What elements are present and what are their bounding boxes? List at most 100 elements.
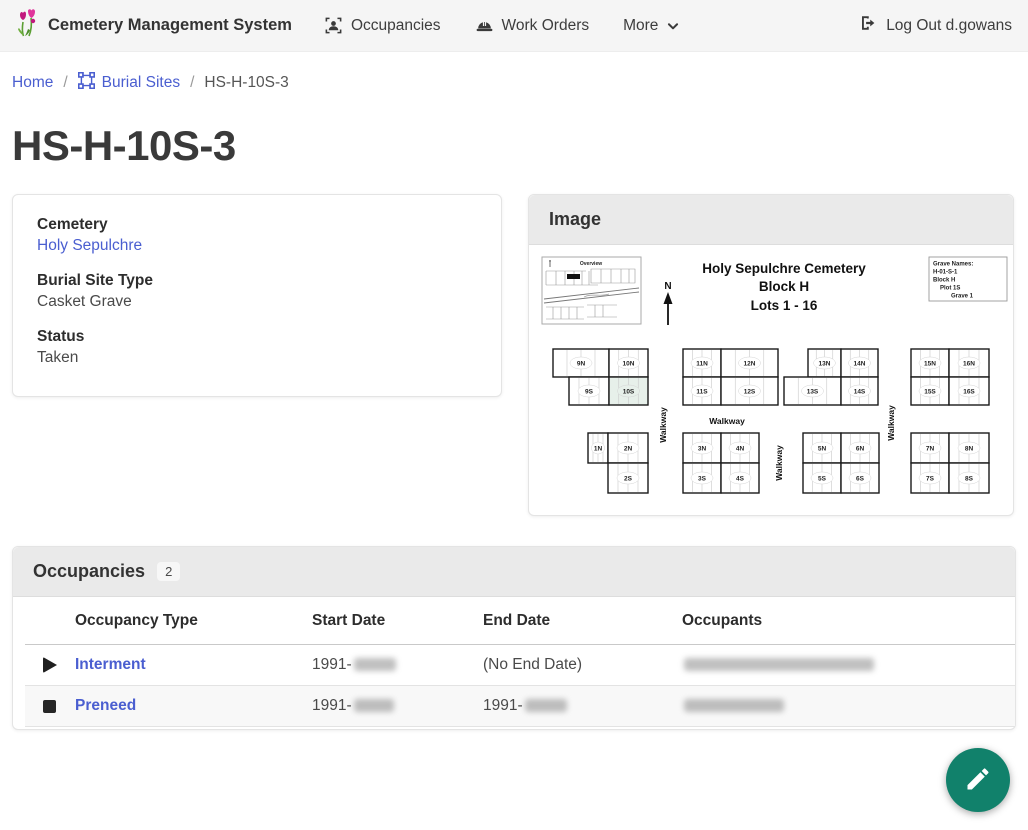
top-navbar: Cemetery Management System Occupancies W…	[0, 0, 1028, 52]
cemetery-map-svg: Overview N	[541, 256, 1008, 494]
occupancy-type-link[interactable]: Preneed	[75, 697, 137, 714]
image-card-title: Image	[549, 209, 602, 229]
walkway-label-right: Walkway	[886, 405, 896, 441]
map-title-line-3: Lots 1 - 16	[751, 298, 818, 313]
map-lot-9N: 9N	[552, 348, 610, 378]
map-lot-15N: 15N	[910, 348, 950, 378]
overview-label: Overview	[580, 261, 602, 267]
map-lot-8S: 8S	[948, 462, 990, 494]
map-title: Holy Sepulchre Cemetery Block H Lots 1 -…	[702, 261, 866, 313]
north-label: N	[664, 281, 671, 292]
svg-text:12S: 12S	[744, 388, 756, 395]
svg-text:2S: 2S	[624, 475, 633, 482]
svg-text:7S: 7S	[926, 475, 935, 482]
map-title-line-2: Block H	[759, 279, 809, 294]
map-lot-6S: 6S	[840, 462, 880, 494]
occupancies-header: Occupancies 2	[13, 547, 1015, 597]
svg-text:11S: 11S	[696, 388, 708, 395]
svg-text:14S: 14S	[854, 388, 866, 395]
nav-item-occupancies[interactable]: Occupancies	[324, 16, 441, 35]
map-lot-3N: 3N	[682, 432, 722, 464]
walkway-label-horizontal: Walkway	[709, 416, 745, 426]
legend-line-5: Grave 1	[951, 294, 974, 300]
vector-square-icon	[77, 71, 95, 94]
edit-button[interactable]	[946, 748, 1010, 812]
map-lot-14N: 14N	[840, 348, 879, 378]
svg-text:9S: 9S	[585, 388, 594, 395]
map-lot-6N: 6N	[840, 432, 880, 464]
nav-label-more: More	[623, 16, 659, 34]
table-row-interment[interactable]: Interment 1991- (No End Date)	[25, 645, 1015, 686]
cards-row: Cemetery Holy Sepulchre Burial Site Type…	[12, 194, 1016, 516]
svg-text:16N: 16N	[963, 360, 975, 367]
svg-text:9N: 9N	[577, 360, 586, 367]
map-title-line-1: Holy Sepulchre Cemetery	[702, 261, 866, 276]
burial-site-details-card: Cemetery Holy Sepulchre Burial Site Type…	[12, 194, 502, 397]
breadcrumb-separator: /	[63, 74, 68, 91]
map-lot-14S: 14S	[840, 376, 879, 406]
map-lot-7N: 7N	[910, 432, 950, 464]
start-date-cell: 1991-	[312, 697, 483, 715]
svg-text:12N: 12N	[744, 360, 756, 367]
svg-text:10S: 10S	[623, 388, 635, 395]
redacted-text	[684, 658, 874, 672]
walkway-labels: Walkway Walkway Walkway Walkway	[658, 405, 896, 481]
map-lot-15S: 15S	[910, 376, 950, 406]
map-lot-4S: 4S	[720, 462, 760, 494]
breadcrumb-burial-sites[interactable]: Burial Sites	[77, 71, 181, 94]
end-date-cell: 1991-	[483, 697, 682, 715]
cemetery-map-image[interactable]: Overview N	[529, 245, 1013, 515]
map-lot-2N: 2N	[607, 432, 649, 464]
image-card: Image Overview	[528, 194, 1014, 516]
svg-text:5N: 5N	[818, 445, 827, 452]
walkway-label-mid: Walkway	[774, 445, 784, 481]
svg-text:14N: 14N	[854, 360, 866, 367]
occupancies-title: Occupancies	[33, 561, 146, 581]
svg-text:10N: 10N	[623, 360, 635, 367]
nav-item-more[interactable]: More	[623, 17, 680, 35]
grave-names-legend: Grave Names: H-01-S-1 Block H Plot 1S Gr…	[928, 256, 1008, 302]
map-lot-1N: 1N	[587, 432, 609, 464]
image-card-header: Image	[529, 195, 1013, 245]
nav-item-work-orders[interactable]: Work Orders	[475, 17, 589, 35]
redacted-text	[684, 699, 784, 713]
table-header-row: Occupancy Type Start Date End Date Occup…	[25, 597, 1015, 645]
person-frame-icon	[324, 16, 343, 35]
status-label: Status	[37, 328, 85, 345]
map-lots-layer: 9N 10N 9S 10S 11N 12N 11S 12S 13N 14N 13S 14S 15N 16N…	[552, 348, 990, 494]
logout-icon	[859, 14, 877, 37]
svg-text:1N: 1N	[594, 445, 603, 452]
breadcrumb-burial-sites-label: Burial Sites	[101, 74, 181, 91]
breadcrumb-current: HS-H-10S-3	[204, 74, 289, 91]
map-lot-12N: 12N	[720, 348, 779, 378]
legend-line-1: Grave Names:	[933, 262, 973, 268]
cemetery-label: Cemetery	[37, 216, 108, 233]
burial-site-type-value: Casket Grave	[37, 293, 132, 310]
app-brand[interactable]: Cemetery Management System	[16, 9, 292, 42]
svg-text:2N: 2N	[624, 445, 633, 452]
svg-text:6N: 6N	[856, 445, 865, 452]
tulips-logo-icon	[16, 9, 40, 42]
play-icon	[43, 657, 57, 673]
map-lot-10N: 10N	[608, 348, 649, 378]
svg-text:8N: 8N	[965, 445, 974, 452]
logout-label: Log Out d.gowans	[886, 16, 1012, 34]
map-lot-8N: 8N	[948, 432, 990, 464]
hard-hat-icon	[475, 18, 494, 34]
burial-site-type-label: Burial Site Type	[37, 272, 153, 289]
legend-line-2: H-01-S-1	[933, 270, 958, 276]
page-title: HS-H-10S-3	[12, 122, 236, 169]
table-row-preneed[interactable]: Preneed 1991- 1991-	[25, 686, 1015, 727]
status-value: Taken	[37, 349, 79, 366]
chevron-down-icon	[666, 19, 680, 33]
breadcrumb-home[interactable]: Home	[12, 74, 54, 91]
map-lot-16N: 16N	[948, 348, 990, 378]
map-lot-7S: 7S	[910, 462, 950, 494]
legend-line-3: Block H	[933, 278, 955, 284]
map-lot-5S: 5S	[802, 462, 842, 494]
cemetery-link[interactable]: Holy Sepulchre	[37, 237, 143, 254]
logout-button[interactable]: Log Out d.gowans	[859, 14, 1012, 37]
map-lot-11N: 11N	[682, 348, 722, 378]
column-occupants: Occupants	[682, 611, 763, 629]
occupancy-type-link[interactable]: Interment	[75, 656, 146, 673]
